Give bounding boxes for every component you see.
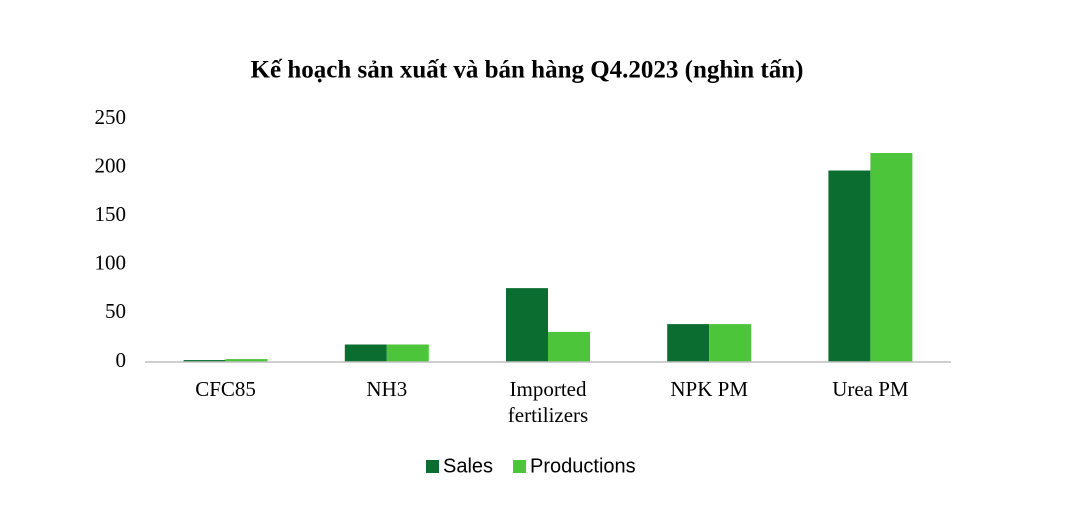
bar bbox=[386, 344, 429, 362]
y-tick-label: 50 bbox=[105, 299, 126, 323]
chart-title: Kế hoạch sản xuất và bán hàng Q4.2023 (n… bbox=[251, 57, 804, 84]
x-tick-label: Imported fertilizers bbox=[507, 377, 589, 427]
bar bbox=[506, 288, 548, 362]
x-tick-label: Urea PM bbox=[832, 377, 909, 401]
x-tick-label: NH3 bbox=[366, 377, 408, 401]
legend-label: Productions bbox=[530, 455, 636, 477]
y-tick-label: 0 bbox=[116, 348, 127, 372]
y-tick-label: 200 bbox=[95, 153, 127, 177]
y-tick-label: 150 bbox=[95, 202, 127, 226]
bar bbox=[667, 324, 710, 362]
bar bbox=[870, 153, 913, 362]
bar bbox=[828, 170, 871, 362]
bar bbox=[548, 331, 590, 362]
bar bbox=[183, 360, 226, 362]
legend-swatch bbox=[426, 460, 439, 473]
y-tick-label: 250 bbox=[95, 105, 127, 129]
legend-swatch bbox=[513, 460, 527, 473]
bar bbox=[709, 324, 752, 362]
legend-label: Sales bbox=[443, 455, 493, 477]
x-tick-label: NPK PM bbox=[670, 377, 748, 401]
bar bbox=[225, 359, 268, 362]
y-tick-label: 100 bbox=[95, 251, 127, 275]
bar bbox=[344, 344, 387, 362]
x-tick-label: CFC85 bbox=[195, 377, 256, 401]
